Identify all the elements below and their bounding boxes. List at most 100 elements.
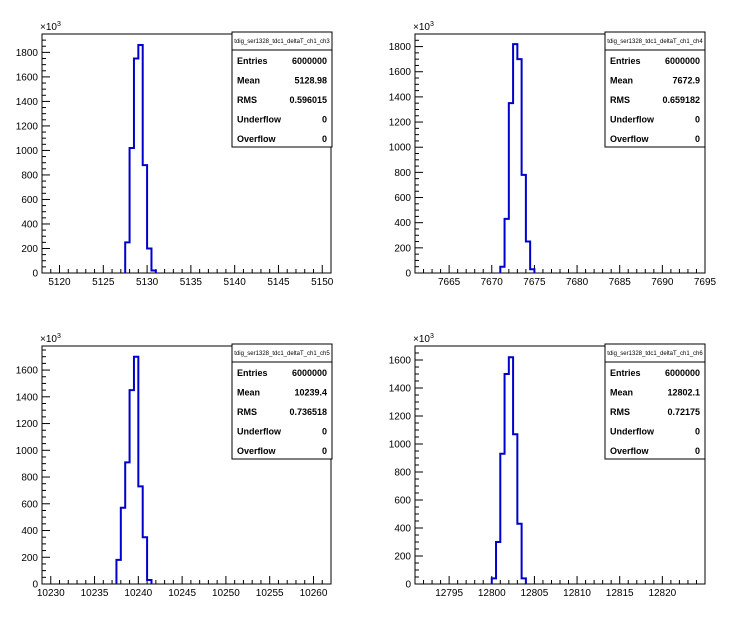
x-tick-label: 7685 (609, 277, 632, 288)
y-tick-label: 1000 (389, 440, 412, 451)
stats-value-overflow: 0 (695, 134, 700, 144)
stats-value-entries: 6000000 (665, 368, 700, 378)
stats-label-underflow: Underflow (237, 427, 282, 437)
histogram-outline (124, 44, 157, 273)
y-tick-label: 800 (21, 473, 38, 484)
stats-title: tdig_ser1328_tdc1_deltaT_ch1_ch5 (234, 351, 330, 357)
histogram-outline (115, 355, 153, 584)
plot-frame (41, 345, 332, 585)
y-axis-multiplier: ×103 (413, 333, 434, 345)
histogram-outline (490, 356, 527, 584)
stats-label-overflow: Overflow (237, 446, 277, 456)
y-tick-label: 200 (394, 552, 411, 563)
x-tick-label: 7670 (481, 277, 504, 288)
y-tick-label: 600 (394, 193, 411, 204)
stats-value-entries: 6000000 (292, 56, 327, 66)
stats-value-mean: 5128.98 (294, 76, 327, 86)
x-tick-label: 5135 (180, 277, 203, 288)
stats-label-underflow: Underflow (237, 115, 282, 125)
x-tick-label: 5125 (92, 277, 115, 288)
stats-box-frame (604, 31, 706, 148)
x-tick-label: 12815 (606, 588, 634, 599)
x-tick-label: 7665 (438, 277, 461, 288)
y-tick-label: 1000 (16, 146, 39, 157)
y-tick-label: 0 (32, 580, 38, 591)
stats-label-entries: Entries (237, 56, 268, 66)
x-tick-label: 12805 (521, 588, 549, 599)
y-tick-label: 600 (394, 496, 411, 507)
stats-box: tdig_ser1328_tdc1_deltaT_ch1_ch3 Entries 6… (231, 31, 333, 148)
stats-label-mean: Mean (237, 76, 260, 86)
stats-value-entries: 6000000 (292, 368, 327, 378)
y-tick-label: 400 (394, 524, 411, 535)
x-tick-label: 10240 (124, 588, 152, 599)
y-axis-multiplier: ×103 (40, 333, 61, 345)
x-tick-label: 10260 (300, 588, 328, 599)
stats-label-rms: RMS (237, 407, 257, 417)
stats-value-mean: 10239.4 (294, 388, 327, 398)
x-tick-label: 7695 (694, 277, 717, 288)
y-tick-label: 200 (21, 553, 38, 564)
x-tick-label: 10235 (81, 588, 109, 599)
x-tick-label: 7675 (523, 277, 546, 288)
stats-title: tdig_ser1328_tdc1_deltaT_ch1_ch4 (607, 39, 703, 45)
y-tick-label: 1800 (16, 48, 39, 59)
stats-label-rms: RMS (610, 95, 630, 105)
stats-value-underflow: 0 (695, 115, 700, 125)
histogram-pad-3: 0 200 400 600 800 1000 1200 1400 1600 10230 10235 1… (16, 333, 333, 599)
y-tick-label: 800 (394, 168, 411, 179)
x-tick-label: 5140 (224, 277, 247, 288)
stats-label-underflow: Underflow (610, 115, 655, 125)
histogram-pad-1: 0 200 400 600 800 1000 1200 1400 1600 1800 5120 512… (16, 21, 334, 288)
stats-value-overflow: 0 (695, 446, 700, 456)
stats-value-mean: 7672.9 (672, 76, 700, 86)
x-tick-label: 5145 (267, 277, 290, 288)
y-tick-label: 200 (21, 244, 38, 255)
stats-value-rms: 0.596015 (289, 95, 327, 105)
x-tick-label: 12810 (563, 588, 591, 599)
stats-label-rms: RMS (237, 95, 257, 105)
x-tick-label: 12820 (648, 588, 676, 599)
stats-value-underflow: 0 (695, 427, 700, 437)
x-tick-label: 12800 (478, 588, 506, 599)
x-tick-label: 7680 (566, 277, 589, 288)
y-tick-label: 1400 (389, 92, 412, 103)
stats-label-overflow: Overflow (610, 134, 650, 144)
stats-value-underflow: 0 (322, 115, 327, 125)
stats-box: tdig_ser1328_tdc1_deltaT_ch1_ch5 Entries 6… (231, 343, 333, 460)
stats-title: tdig_ser1328_tdc1_deltaT_ch1_ch3 (234, 39, 330, 45)
y-tick-label: 1000 (389, 143, 412, 154)
y-tick-label: 1600 (389, 67, 412, 78)
stats-label-entries: Entries (237, 368, 268, 378)
histogram-outline (499, 43, 536, 273)
x-tick-label: 10230 (37, 588, 65, 599)
stats-value-entries: 6000000 (665, 56, 700, 66)
stats-value-rms: 0.659182 (662, 95, 700, 105)
stats-value-underflow: 0 (322, 427, 327, 437)
stats-box: tdig_ser1328_tdc1_deltaT_ch1_ch6 Entries 6… (604, 343, 706, 460)
stats-box-frame (231, 343, 333, 460)
histogram-pad-2: 0 200 400 600 800 1000 1200 1400 1600 1800 7665 767… (389, 21, 717, 288)
x-tick-label: 10245 (168, 588, 196, 599)
x-tick-label: 7690 (651, 277, 674, 288)
y-tick-label: 1600 (16, 366, 39, 377)
stats-label-mean: Mean (610, 76, 633, 86)
y-tick-label: 400 (21, 526, 38, 537)
y-tick-label: 1600 (389, 356, 412, 367)
y-tick-label: 800 (21, 170, 38, 181)
y-tick-label: 400 (394, 218, 411, 229)
x-tick-label: 5130 (136, 277, 159, 288)
stats-box: tdig_ser1328_tdc1_deltaT_ch1_ch4 Entries 6… (604, 31, 706, 148)
y-tick-label: 1600 (16, 72, 39, 83)
stats-value-mean: 12802.1 (667, 388, 700, 398)
x-tick-label: 10255 (256, 588, 284, 599)
stats-value-overflow: 0 (322, 134, 327, 144)
y-tick-label: 1200 (389, 412, 412, 423)
y-tick-label: 1800 (389, 42, 412, 53)
y-tick-label: 1400 (16, 97, 39, 108)
stats-value-rms: 0.736518 (289, 407, 327, 417)
y-tick-label: 600 (21, 499, 38, 510)
x-tick-label: 12795 (435, 588, 463, 599)
y-tick-label: 1000 (16, 446, 39, 457)
